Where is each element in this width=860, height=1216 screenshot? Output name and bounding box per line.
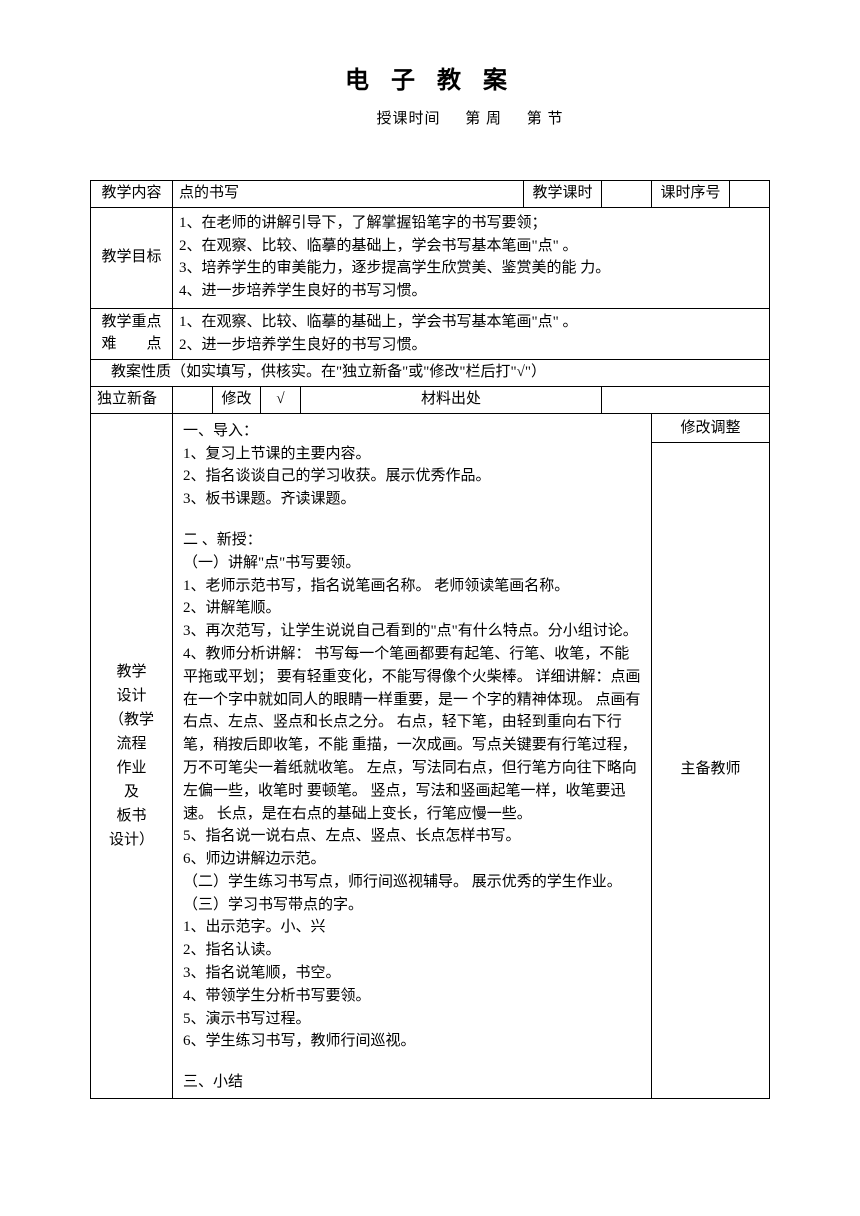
time-label: 授课时间	[376, 111, 440, 127]
row-keypoints: 教学重点 难 点 1、在观察、比较、临摹的基础上，学会书写基本笔画"点" 。 2…	[91, 308, 770, 360]
design-label-line: 作业	[97, 756, 166, 780]
material-value	[602, 387, 770, 414]
content-line: （二）学生练习书写点，师行间巡视辅导。 展示优秀的学生作业。	[183, 871, 641, 894]
page-title: 电 子 教 案	[90, 60, 770, 95]
keypoints-label-l1: 教学重点	[97, 312, 166, 334]
label-period: 教学课时	[524, 181, 602, 208]
objective-item: 4、进一步培养学生良好的书写习惯。	[179, 281, 763, 303]
objective-item: 1、在老师的讲解引导下，了解掌握铅笔字的书写要领；	[179, 213, 763, 235]
label-independent: 独立新备	[91, 387, 173, 414]
label-modify: 修改	[213, 387, 261, 414]
keypoints-label-l2: 难 点	[97, 334, 166, 356]
label-keypoints: 教学重点 难 点	[91, 308, 173, 360]
objective-item: 3、培养学生的审美能力，逐步提高学生欣赏美、鉴赏美的能 力。	[179, 258, 763, 280]
nature-text: 教案性质（如实填写，供核实。在"独立新备"或"修改"栏后打"√"）	[91, 360, 770, 387]
design-label-line: 及	[97, 780, 166, 804]
subtitle: 授课时间 第 周 第 节	[90, 107, 770, 128]
design-label-line: 流程	[97, 732, 166, 756]
main-teacher: 主备教师	[652, 442, 770, 1099]
content-line: 3、再次范写，让学生说说自己看到的"点"有什么特点。分小组讨论。	[183, 620, 641, 643]
design-content: 一、导入：1、复习上节课的主要内容。2、指名谈谈自己的学习收获。展示优秀作品。3…	[173, 413, 652, 1098]
row-independent: 独立新备 修改 √ 材料出处	[91, 387, 770, 414]
objective-item: 2、在观察、比较、临摹的基础上，学会书写基本笔画"点" 。	[179, 236, 763, 258]
content-line: 一、导入：	[183, 420, 641, 443]
keypoints-content: 1、在观察、比较、临摹的基础上，学会书写基本笔画"点" 。 2、进一步培养学生良…	[173, 308, 770, 360]
content-line: 1、老师示范书写，指名说笔画名称。 老师领读笔画名称。	[183, 575, 641, 598]
content-line: 4、教师分析讲解： 书写每一个笔画都要有起笔、行笔、收笔，不能平拖或平划； 要有…	[183, 643, 641, 825]
content-line: 2、指名谈谈自己的学习收获。展示优秀作品。	[183, 465, 641, 488]
content-line: 三、小结	[183, 1071, 641, 1094]
design-label-line: 设计）	[97, 828, 166, 852]
content-line: 2、指名认读。	[183, 939, 641, 962]
label-objectives: 教学目标	[91, 207, 173, 308]
design-label-line: 设计	[97, 684, 166, 708]
period-value	[602, 181, 652, 208]
content-value: 点的书写	[173, 181, 524, 208]
row-content-info: 教学内容 点的书写 教学课时 课时序号	[91, 181, 770, 208]
content-line	[183, 511, 641, 529]
adjust-header: 修改调整	[652, 413, 770, 442]
content-line: 6、师边讲解边示范。	[183, 848, 641, 871]
keypoint-item: 2、进一步培养学生良好的书写习惯。	[179, 335, 763, 357]
content-line: 1、出示范字。小、兴	[183, 916, 641, 939]
objectives-content: 1、在老师的讲解引导下，了解掌握铅笔字的书写要领； 2、在观察、比较、临摹的基础…	[173, 207, 770, 308]
row-nature: 教案性质（如实填写，供核实。在"独立新备"或"修改"栏后打"√"）	[91, 360, 770, 387]
label-material: 材料出处	[301, 387, 602, 414]
content-line: （一）讲解"点"书写要领。	[183, 552, 641, 575]
keypoint-item: 1、在观察、比较、临摹的基础上，学会书写基本笔画"点" 。	[179, 312, 763, 334]
content-line: （三）学习书写带点的字。	[183, 894, 641, 917]
content-line: 3、指名说笔顺，书空。	[183, 962, 641, 985]
content-line: 5、指名说一说右点、左点、竖点、长点怎样书写。	[183, 825, 641, 848]
section-label: 第 节	[527, 111, 564, 127]
content-line	[183, 1053, 641, 1071]
independent-check	[173, 387, 213, 414]
label-design: 教学 设计 （教学 流程 作业 及 板书 设计）	[91, 413, 173, 1098]
content-line: 6、学生练习书写，教师行间巡视。	[183, 1030, 641, 1053]
content-line: 4、带领学生分析书写要领。	[183, 985, 641, 1008]
label-content: 教学内容	[91, 181, 173, 208]
design-label-line: （教学	[97, 708, 166, 732]
modify-check: √	[261, 387, 301, 414]
design-label-line: 板书	[97, 804, 166, 828]
lesson-plan-table: 教学内容 点的书写 教学课时 课时序号 教学目标 1、在老师的讲解引导下，了解掌…	[90, 180, 770, 1099]
row-objectives: 教学目标 1、在老师的讲解引导下，了解掌握铅笔字的书写要领； 2、在观察、比较、…	[91, 207, 770, 308]
design-label-line: 教学	[97, 660, 166, 684]
content-line: 2、讲解笔顺。	[183, 597, 641, 620]
content-line: 5、演示书写过程。	[183, 1008, 641, 1031]
seqno-value	[730, 181, 770, 208]
label-seqno: 课时序号	[652, 181, 730, 208]
week-label: 第 周	[465, 111, 502, 127]
content-line: 3、板书课题。齐读课题。	[183, 488, 641, 511]
content-line: 1、复习上节课的主要内容。	[183, 443, 641, 466]
content-line: 二 、新授：	[183, 529, 641, 552]
row-design-top: 教学 设计 （教学 流程 作业 及 板书 设计） 一、导入：1、复习上节课的主要…	[91, 413, 770, 442]
